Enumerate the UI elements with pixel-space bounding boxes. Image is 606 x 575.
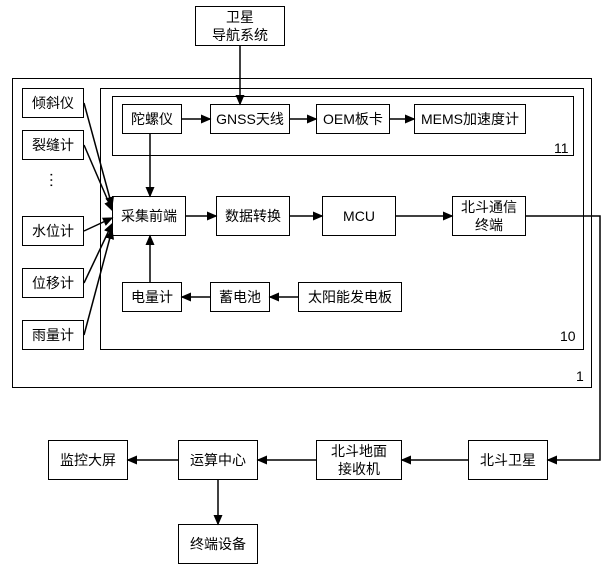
satnav-box: 卫星 导航系统 <box>195 6 285 46</box>
sensor-dots: ··· <box>48 172 54 188</box>
sensor-disp: 位移计 <box>22 268 84 298</box>
terminal-box: 终端设备 <box>178 524 258 564</box>
mcu-box: MCU <box>322 196 396 236</box>
label-11: 11 <box>554 140 569 156</box>
bdterm-box: 北斗通信 终端 <box>452 196 526 236</box>
screen-box: 监控大屏 <box>48 440 128 480</box>
mems-box: MEMS加速度计 <box>414 104 526 134</box>
sensor-crack: 裂缝计 <box>22 130 84 160</box>
sensor-rain: 雨量计 <box>22 320 84 350</box>
oem-box: OEM板卡 <box>316 104 390 134</box>
label-10: 10 <box>560 328 576 344</box>
batt-box: 蓄电池 <box>210 282 270 312</box>
sensor-tilt: 倾斜仪 <box>22 88 84 118</box>
solar-box: 太阳能发电板 <box>298 282 402 312</box>
label-1: 1 <box>576 368 584 384</box>
gnss-box: GNSS天线 <box>210 104 290 134</box>
center-box: 运算中心 <box>178 440 258 480</box>
conv-box: 数据转换 <box>216 196 290 236</box>
bdsat-box: 北斗卫星 <box>468 440 548 480</box>
gyro-box: 陀螺仪 <box>122 104 182 134</box>
sensor-water: 水位计 <box>22 216 84 246</box>
fuel-box: 电量计 <box>122 282 182 312</box>
acq-box: 采集前端 <box>112 196 186 236</box>
ground-box: 北斗地面 接收机 <box>316 440 402 480</box>
